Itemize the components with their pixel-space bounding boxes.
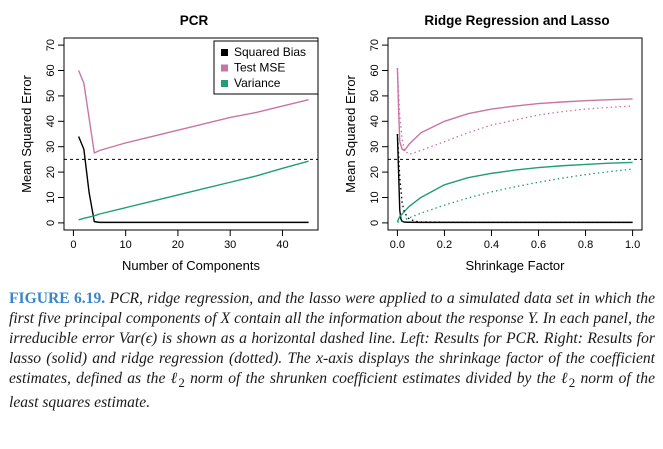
- y-tick-label: 10: [45, 191, 57, 203]
- y-tick-label: 50: [45, 90, 57, 102]
- legend-entry-label: Test MSE: [234, 61, 285, 75]
- caption-text-6: norm of the shrunken coefficient estimat…: [184, 369, 561, 387]
- x-axis-label: Shrinkage Factor: [466, 258, 566, 273]
- chart-panel-2: Ridge Regression and Lasso 0.0 0.2 0.4 0.6 0.…: [343, 13, 643, 273]
- caption-l2-symbol-1: ℓ: [170, 369, 179, 387]
- series-line-lasso-test-mse: [396, 67, 633, 152]
- y-tick-label: 0: [45, 220, 57, 226]
- caption-var-epsilon: Var(ϵ): [118, 329, 158, 347]
- x-tick-label: 0.0: [390, 239, 405, 251]
- series-line-lasso-variance: [396, 161, 633, 222]
- x-tick-label: 20: [172, 239, 184, 251]
- caption-l2-symbol-2: ℓ: [560, 369, 569, 387]
- caption-label: FIGURE 6.19.: [9, 290, 106, 307]
- figure-caption: FIGURE 6.19. PCR, ridge regression, and …: [9, 289, 655, 413]
- y-axis-label: Mean Squared Error: [343, 74, 358, 192]
- x-tick-label: 0.8: [578, 239, 593, 251]
- caption-var-y: Y: [527, 309, 535, 327]
- x-tick-label: 0.6: [531, 239, 546, 251]
- legend-entry-label: Variance: [234, 76, 281, 90]
- chart-title: Ridge Regression and Lasso: [424, 13, 609, 28]
- x-tick-label: 30: [224, 239, 236, 251]
- y-tick-label: 30: [369, 141, 381, 153]
- series-line-ridge-test-mse: [396, 67, 633, 155]
- legend-swatch: [221, 80, 228, 87]
- figure-panels: PCR 0 10 20 30 40 0 10 20 30 40 50 60 70 Number of Com…: [19, 13, 643, 273]
- y-tick-label: 30: [45, 141, 57, 153]
- caption-text-3: . In each panel, the irreducible error: [9, 309, 655, 347]
- legend-box: [213, 40, 319, 95]
- y-tick-label: 10: [369, 191, 381, 203]
- x-tick-label: 0.2: [437, 239, 452, 251]
- series-line-squared-bias: [77, 136, 309, 224]
- caption-text-1: PCR, ridge regression, and the lasso wer…: [9, 290, 655, 327]
- series-line-test-mse: [77, 70, 309, 154]
- legend-swatch: [221, 49, 228, 56]
- caption-l2-subscript-2: 2: [568, 374, 576, 390]
- plot-frame: [63, 37, 319, 231]
- y-tick-label: 60: [45, 64, 57, 76]
- x-axis-label: Number of Components: [122, 258, 261, 273]
- chart-panel-1: PCR 0 10 20 30 40 0 10 20 30 40 50 60 70 Number of Com…: [19, 13, 319, 273]
- caption-text-4: is shown as a horizontal dashed line. Le…: [9, 329, 656, 367]
- plot-frame: [387, 37, 643, 231]
- caption-var-x: X: [220, 309, 231, 327]
- y-tick-label: 40: [369, 115, 381, 127]
- legend-swatch: [221, 64, 228, 72]
- series-line-ridge-variance: [397, 168, 633, 223]
- series-line-ridge-squared-bias: [396, 133, 633, 224]
- series-line-lasso-squared-bias: [396, 133, 633, 224]
- y-tick-label: 70: [45, 39, 57, 51]
- caption-text-2: contain all the information about the re…: [230, 309, 528, 327]
- x-tick-label: 1.0: [625, 239, 640, 251]
- series-line-variance: [78, 160, 309, 221]
- x-tick-label: 0: [70, 239, 76, 251]
- x-tick-label: 10: [120, 239, 132, 251]
- y-tick-label: 50: [369, 90, 381, 102]
- y-tick-label: 20: [369, 166, 381, 178]
- y-tick-label: 40: [45, 115, 57, 127]
- caption-var-xaxis: x: [316, 349, 323, 367]
- chart-title: PCR: [180, 13, 209, 28]
- legend-entry-label: Squared Bias: [234, 45, 306, 59]
- y-tick-label: 0: [369, 220, 381, 226]
- y-tick-label: 70: [369, 39, 381, 51]
- caption-l2-subscript-1: 2: [178, 374, 185, 390]
- caption-text-5: -axis displays the shrinkage factor of t…: [9, 349, 655, 387]
- caption-text-7: norm of the least squares estimate.: [9, 369, 655, 411]
- y-tick-label: 20: [45, 166, 57, 178]
- y-tick-label: 60: [369, 64, 381, 76]
- x-tick-label: 0.4: [484, 239, 499, 251]
- x-tick-label: 40: [276, 239, 288, 251]
- y-axis-label: Mean Squared Error: [19, 74, 34, 192]
